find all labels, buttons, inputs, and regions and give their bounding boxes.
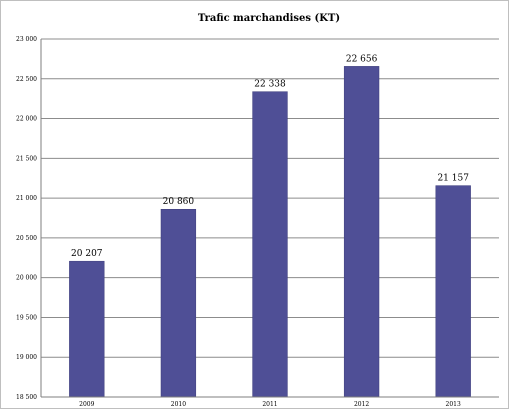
x-tick-label: 2013 bbox=[446, 401, 461, 408]
data-label: 20 207 bbox=[71, 249, 103, 259]
y-tick-label: 19 500 bbox=[16, 314, 37, 321]
data-label: 22 656 bbox=[346, 54, 378, 64]
bar bbox=[435, 185, 471, 398]
y-tick-label: 18 500 bbox=[16, 394, 37, 401]
bar bbox=[160, 208, 197, 398]
bar bbox=[252, 91, 288, 398]
y-tick-label: 20 500 bbox=[16, 235, 37, 242]
y-tick-label: 22 000 bbox=[16, 116, 37, 123]
chart-title: Trafic marchandises (KT) bbox=[198, 13, 340, 24]
y-tick-label: 20 000 bbox=[16, 275, 37, 282]
x-tick-label: 2010 bbox=[171, 401, 186, 408]
bar bbox=[69, 260, 105, 398]
data-label: 21 157 bbox=[437, 174, 469, 184]
y-tick-label: 21 500 bbox=[16, 155, 37, 162]
data-labels: 20 207 20 860 22 338 22 656 21 157 bbox=[71, 54, 469, 259]
x-tick-label: 2012 bbox=[354, 401, 369, 408]
y-tick-label: 23 000 bbox=[16, 36, 37, 43]
data-label: 22 338 bbox=[254, 80, 286, 90]
y-axis-tick-labels: 18 500 19 000 19 500 20 000 20 500 21 000 21 5… bbox=[16, 36, 37, 401]
x-axis-tick-labels: 2009 2010 2011 2012 2013 bbox=[79, 401, 461, 408]
x-tick-label: 2009 bbox=[79, 401, 94, 408]
data-label: 20 860 bbox=[163, 197, 195, 207]
y-tick-label: 22 500 bbox=[16, 76, 37, 83]
y-tick-label: 19 000 bbox=[16, 354, 37, 361]
bar bbox=[343, 66, 380, 398]
x-tick-label: 2011 bbox=[262, 401, 277, 408]
y-tick-label: 21 000 bbox=[16, 195, 37, 202]
bars bbox=[69, 66, 471, 398]
